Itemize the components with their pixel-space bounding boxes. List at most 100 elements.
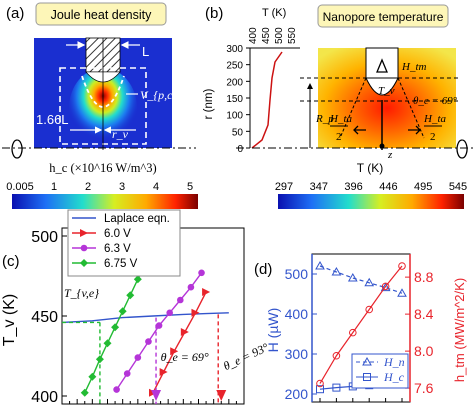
data-point	[180, 328, 189, 336]
colorbar-tick-label: 2	[85, 181, 91, 193]
r-tick-label: 150	[226, 94, 243, 105]
T-tick-label: 550	[287, 27, 298, 44]
data-point	[202, 288, 211, 296]
legend-label: H_c	[383, 370, 405, 384]
r-tick-label: 300	[226, 44, 243, 55]
Hta-left-den: 2	[336, 131, 342, 143]
theta93-annotation: θ_e = 93°	[221, 340, 271, 373]
data-point	[80, 229, 88, 237]
r-tick-label: 50	[232, 127, 244, 138]
z-annotation: z	[387, 149, 393, 161]
y-right-tick-label: 8.8	[414, 269, 434, 285]
y-tick-label: 450	[31, 309, 58, 326]
colorbar-a-unit: h_c (×10^16 W/m^3)	[49, 161, 156, 175]
panel-a-title: Joule heat density	[51, 8, 153, 22]
data-point	[191, 308, 200, 317]
y-tick-label: 500	[31, 229, 58, 246]
L166-annotation: 1.66L	[36, 112, 69, 127]
data-point	[159, 368, 168, 376]
Htm-annotation: H_tm	[401, 61, 427, 73]
colorbar-b-unit: T (K)	[357, 161, 383, 175]
colorbar-b-ticks: 297 347 396 446 495 545	[275, 181, 467, 193]
legend-box	[67, 209, 181, 277]
data-point	[316, 379, 324, 388]
y-right-tick-label: 7.6	[414, 380, 434, 396]
T-tick-label: 400	[248, 27, 259, 44]
colorbar-tick-label: 5	[187, 181, 193, 193]
data-point	[103, 339, 112, 348]
data-point	[398, 262, 406, 270]
data-point	[145, 338, 152, 345]
colorbar-tick-label: 297	[275, 181, 293, 193]
heat-flow-right-icon	[408, 125, 421, 135]
panel-a-title-box	[35, 2, 167, 26]
data-point	[177, 296, 184, 304]
colorbar-tick-label: 3	[119, 181, 125, 193]
Vpc-annotation: V_{p,c}	[140, 88, 177, 102]
pore-wall-left	[339, 77, 367, 139]
data-point	[397, 288, 407, 297]
Tv-annotation: T_v	[378, 85, 395, 97]
data-point	[80, 388, 89, 397]
y-right-tick-label: 8.4	[414, 306, 434, 322]
data-point	[118, 307, 127, 316]
r-tick-label: 200	[226, 77, 243, 88]
panel-a: (a) Joule heat density L V_{p,c} 1.66L r…	[2, 2, 198, 209]
y-right-tick-label: 8.0	[414, 343, 434, 359]
colorbar-tick-label: 545	[449, 181, 467, 193]
panel-d-label: (d)	[254, 261, 272, 278]
y-left-axis-label: H (µW)	[265, 308, 281, 353]
data-point	[380, 282, 391, 292]
origin-dot	[379, 143, 385, 149]
data-point	[332, 351, 341, 360]
rv-annotation: r_v	[112, 127, 129, 141]
shift-arrow	[216, 390, 227, 401]
theta69-annotation: θ_e = 69°	[161, 350, 209, 364]
y-left-tick-label: 500	[285, 266, 309, 282]
series-line	[152, 291, 207, 394]
y-right-axis-label: h_tm (MW/m^2/K)	[452, 278, 467, 382]
panel-b-title: Nanopore temperature	[323, 10, 444, 24]
data-point	[198, 269, 205, 277]
panel-a-label: (a)	[6, 5, 24, 22]
membrane-box-b	[365, 47, 399, 79]
legend-label: Laplace eqn.	[104, 213, 170, 225]
data-point	[133, 275, 142, 284]
data-point	[365, 305, 374, 314]
data-point	[316, 385, 324, 394]
panel-c: (c) 400 450 500 T_v (K) T_{v,e} θ_e = 69° θ_e …	[1, 209, 271, 406]
data-point	[166, 309, 173, 317]
data-point	[349, 328, 357, 337]
colorbar-tick-label: 446	[379, 181, 397, 193]
colorbar-tick-label: 4	[153, 181, 159, 193]
panel-b: (b) Nanopore temperature r (nm) 0 50 100 15…	[203, 4, 474, 209]
data-point	[80, 244, 88, 252]
r-tick-label: 0	[237, 144, 243, 155]
colorbar-tick-label: 347	[310, 181, 328, 193]
T-top-ticks: 400 450 500 550	[248, 27, 298, 44]
T-tick-label: 450	[261, 27, 272, 44]
rotation-icon-b	[456, 139, 468, 159]
data-point	[331, 266, 342, 276]
data-point	[187, 283, 195, 291]
panel-c-label: (c)	[2, 253, 20, 270]
Htm-arrow-icon	[376, 58, 388, 73]
Hta-right-den: 2	[430, 131, 436, 143]
y-axis-label: T_v (K)	[1, 294, 18, 346]
r-tick-label: 100	[226, 111, 243, 122]
shift-arrow	[151, 390, 162, 401]
data-point	[170, 347, 179, 356]
panel-b-label: (b)	[205, 5, 223, 22]
legend-box	[351, 353, 409, 389]
data-point	[113, 386, 120, 393]
legend-label: H_n	[383, 355, 405, 369]
colorbar-tick-label: 1	[51, 181, 57, 193]
colorbar-tick-label: 495	[414, 181, 432, 193]
y-left-tick-label: 300	[285, 346, 309, 362]
T-tick-label: 500	[274, 27, 285, 44]
temperature-profile-curve	[251, 51, 283, 149]
r-axis-ticks: 0 50 100 150 200 250 300	[226, 44, 250, 155]
series-line	[61, 312, 229, 324]
pore-wall-right	[397, 77, 425, 139]
